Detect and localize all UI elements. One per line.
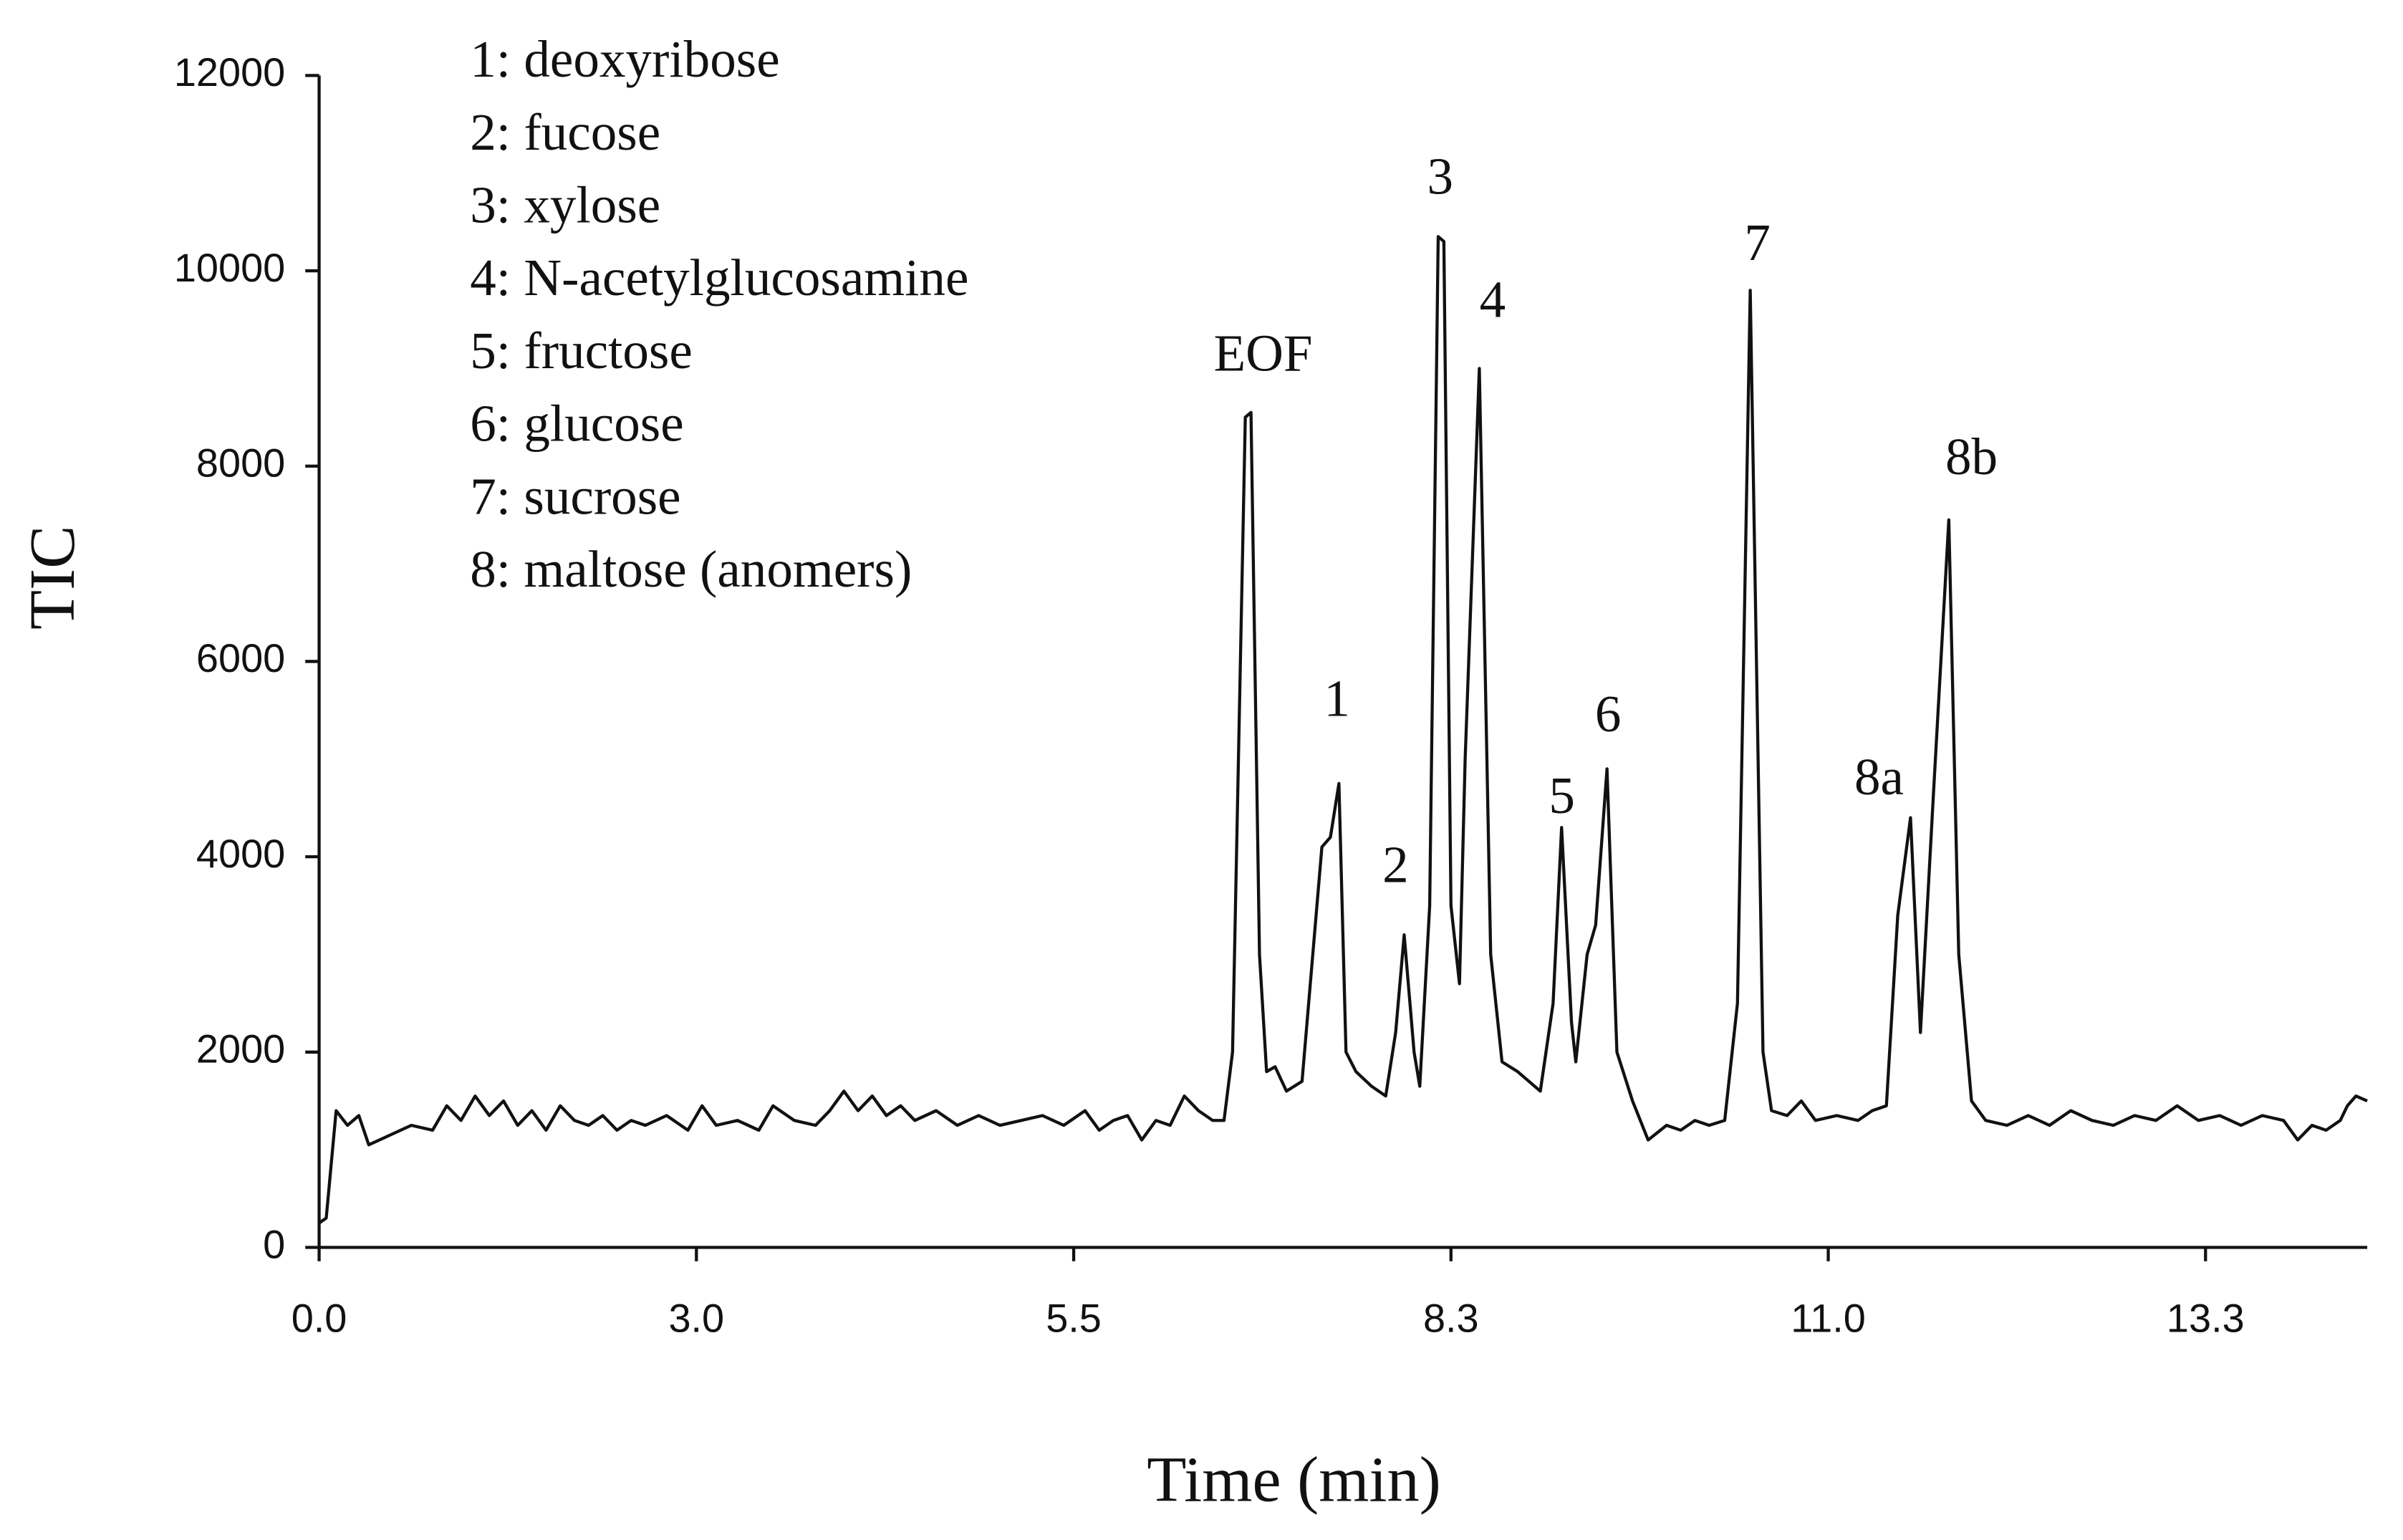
y-tick-label: 2000 — [196, 1026, 285, 1072]
peak-label: 6 — [1595, 685, 1622, 743]
legend-entry: 1: deoxyribose — [470, 30, 779, 88]
y-tick-label: 8000 — [196, 440, 285, 485]
peak-label: 3 — [1427, 147, 1453, 205]
y-axis-label: TIC — [16, 526, 88, 630]
peak-label: 4 — [1480, 270, 1506, 328]
trace-line — [318, 235, 2368, 1225]
y-tick-label: 4000 — [196, 831, 285, 876]
peak-label: 5 — [1549, 766, 1575, 824]
x-tick-label: 13.3 — [2167, 1295, 2245, 1340]
peak-label: 2 — [1382, 836, 1409, 894]
x-tick-label: 5.5 — [1046, 1295, 1102, 1340]
peak-label: EOF — [1213, 324, 1312, 382]
legend-entry: 8: maltose (anomers) — [470, 540, 912, 598]
y-tick-label: 6000 — [196, 635, 285, 680]
x-tick-label: 8.3 — [1423, 1295, 1479, 1340]
legend-entry: 7: sucrose — [470, 467, 680, 525]
y-tick-label: 10000 — [174, 245, 285, 290]
y-tick-label: 12000 — [174, 49, 285, 95]
x-tick-label: 3.0 — [668, 1295, 724, 1340]
legend-entry: 6: glucose — [470, 395, 683, 453]
x-tick-label: 0.0 — [292, 1295, 347, 1340]
legend-entry: 2: fucose — [470, 103, 660, 161]
peak-label: 8a — [1854, 748, 1904, 806]
x-axis-label: Time (min) — [1147, 1443, 1441, 1515]
peak-label: 7 — [1744, 213, 1771, 271]
legend-entry: 3: xylose — [470, 175, 660, 234]
peak-label: 1 — [1324, 669, 1350, 727]
legend-entry: 4: N-acetylglucosamine — [470, 249, 968, 307]
peak-label: 8b — [1945, 428, 1998, 486]
y-tick-label: 0 — [263, 1221, 285, 1266]
legend-entry: 5: fructose — [470, 322, 693, 380]
x-tick-label: 11.0 — [1791, 1295, 1866, 1340]
